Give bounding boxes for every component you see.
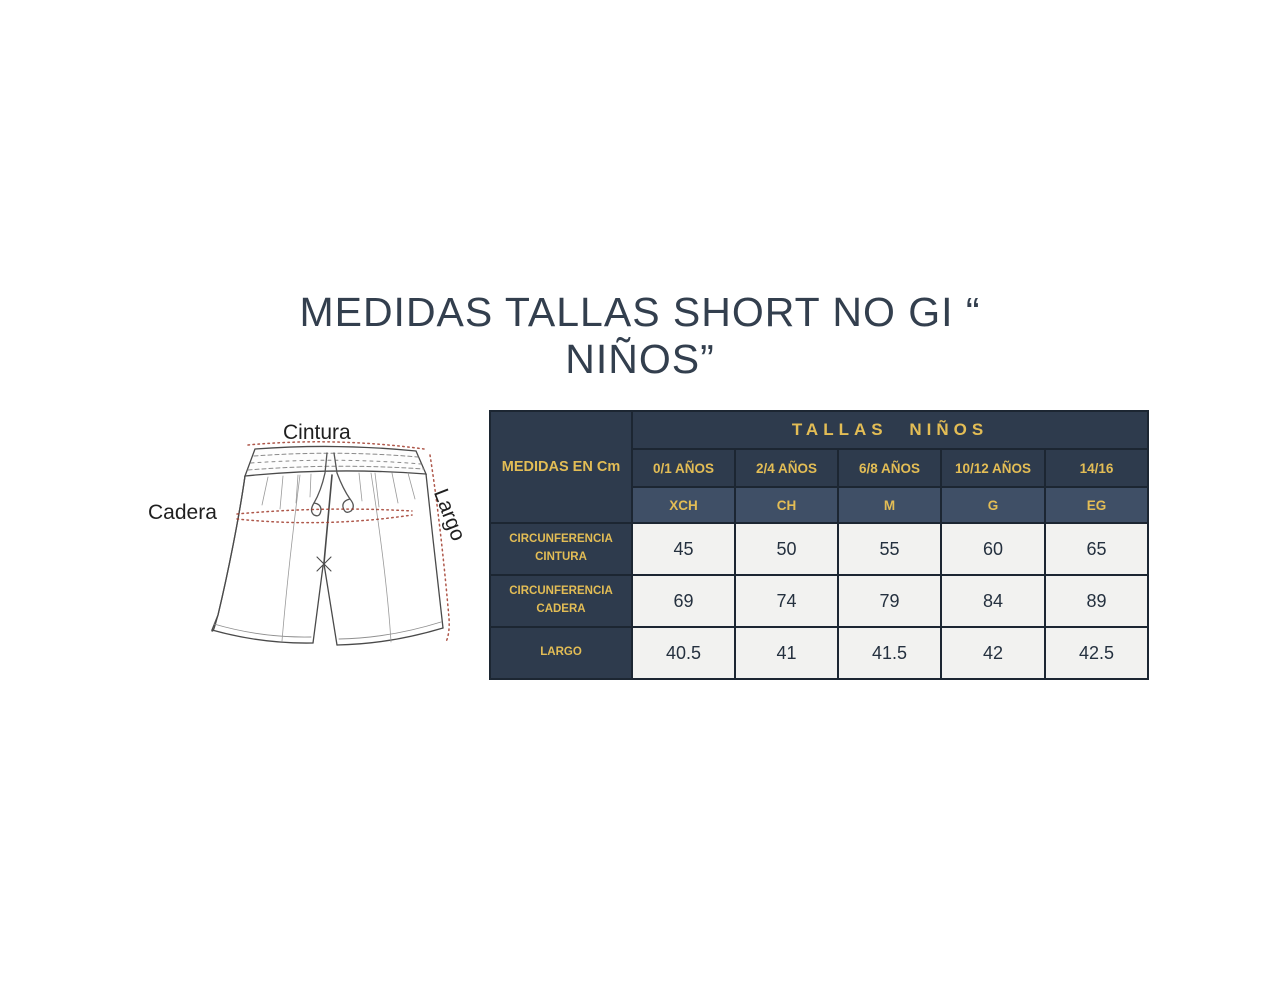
- size-table: MEDIDAS EN Cm TALLAS NIÑOS 0/1 AÑOS 2/4 …: [489, 410, 1149, 680]
- waist-label: Cintura: [283, 421, 351, 444]
- table-corner-header: MEDIDAS EN Cm: [489, 410, 633, 524]
- size-code-header: CH: [734, 486, 839, 524]
- length-measure-line: [429, 454, 450, 643]
- hip-label: Cadera: [148, 501, 217, 524]
- table-cell: 42.5: [1044, 626, 1149, 680]
- table-band-title: TALLAS NIÑOS: [631, 410, 1149, 450]
- size-code-header: XCH: [631, 486, 736, 524]
- row-label-waist: CIRCUNFERENCIA CINTURA: [489, 522, 633, 576]
- table-cell: 45: [631, 522, 736, 576]
- size-code-header: G: [940, 486, 1046, 524]
- size-code-header: EG: [1044, 486, 1149, 524]
- age-header: 0/1 AÑOS: [631, 448, 736, 488]
- table-cell: 65: [1044, 522, 1149, 576]
- table-cell: 50: [734, 522, 839, 576]
- age-header: 10/12 AÑOS: [940, 448, 1046, 488]
- waist-measure-line: [247, 441, 425, 450]
- age-header: 6/8 AÑOS: [837, 448, 942, 488]
- hip-measure-line-top: [236, 508, 413, 515]
- hip-measure-line-bottom: [236, 514, 413, 524]
- age-header: 14/16: [1044, 448, 1149, 488]
- table-cell: 60: [940, 522, 1046, 576]
- table-cell: 41.5: [837, 626, 942, 680]
- page-title-line2: NIÑOS”: [565, 336, 715, 382]
- shorts-diagram: Cintura Cadera Largo: [140, 413, 485, 693]
- table-cell: 79: [837, 574, 942, 628]
- page-title: MEDIDAS TALLAS SHORT NO GI “ NIÑOS”: [0, 289, 1280, 383]
- table-cell: 42: [940, 626, 1046, 680]
- row-label-hip: CIRCUNFERENCIA CADERA: [489, 574, 633, 628]
- table-cell: 84: [940, 574, 1046, 628]
- table-cell: 69: [631, 574, 736, 628]
- row-label-length: LARGO: [489, 626, 633, 680]
- table-cell: 74: [734, 574, 839, 628]
- table-cell: 55: [837, 522, 942, 576]
- table-cell: 41: [734, 626, 839, 680]
- table-cell: 89: [1044, 574, 1149, 628]
- size-code-header: M: [837, 486, 942, 524]
- shorts-drawing-svg: [211, 441, 450, 646]
- page-title-line1: MEDIDAS TALLAS SHORT NO GI “: [299, 289, 981, 335]
- table-cell: 40.5: [631, 626, 736, 680]
- age-header: 2/4 AÑOS: [734, 448, 839, 488]
